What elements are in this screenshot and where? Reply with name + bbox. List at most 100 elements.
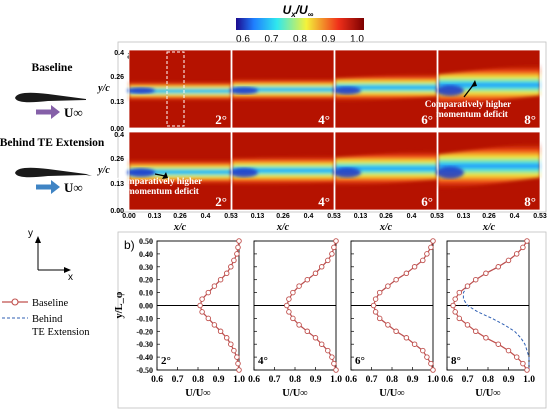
series-baseline-point [524,238,530,244]
profile-ytick-label: 0.20 [139,276,153,285]
series-baseline-point [430,238,436,244]
series-baseline-point [483,335,489,341]
series-baseline-point [403,335,410,341]
annotation-arrow-shaft [154,173,166,177]
profile-xtick-label: 0.7 [462,375,474,385]
contour-cell: 2° [127,131,232,211]
series-baseline-point [428,360,434,367]
series-baseline-point [483,270,489,277]
series-baseline-point [318,341,325,347]
contour-xtick: 0.13 [251,213,265,220]
legend-extension-label-1: Behind [32,314,63,325]
series-baseline-point [456,315,463,322]
contour-border [437,49,541,129]
contour-xlabel: x/c [482,222,496,233]
profile-angle-label: 8° [451,355,461,367]
axis-glyph-y: y [28,228,33,239]
profile-xlabel: U/U∞ [379,388,405,399]
contour-xtick: 0.4 [407,213,417,220]
series-baseline-point [304,328,311,335]
contour-xtick: 0.4 [510,213,520,220]
series-baseline-point [452,309,458,315]
wake-band [438,141,540,191]
profile-xtick-label: 0.8 [289,375,301,385]
colorbar-tick-2: 0.8 [293,34,307,45]
airfoil-shape [15,92,86,103]
wake-core [436,166,464,179]
profile-xtick-label: 1.0 [233,375,245,385]
series-baseline-point [231,257,237,264]
series-baseline-point [290,315,296,322]
series-baseline-point [456,289,463,296]
profile-ytick-label: 0.10 [139,289,153,298]
annotation-arrow-head [162,172,168,179]
series-baseline-point [325,257,331,264]
series-baseline-point [234,251,240,257]
contour-xtick: 0.53 [533,213,547,220]
profile-angle-label: 6° [355,355,365,367]
series-baseline-point [464,283,471,289]
contour-angle-label: 6° [421,112,433,127]
series-baseline-point [284,302,290,309]
series-baseline-point [205,289,212,296]
profile-ytick-label: -0.20 [136,327,153,336]
contour-ylabel: y/c [97,165,110,176]
freestream-arrow-head [51,180,60,194]
profile-panel: 8° 0.6 0.7 0.8 0.9 1.0 U/U∞ [441,238,535,399]
series-baseline-point [385,283,391,289]
contour-xtick: 0.4 [201,213,211,220]
series-baseline-point [236,367,242,373]
series-baseline-point [231,347,237,354]
profile-xtick-label: 0.9 [213,375,225,385]
row-label: Behind TE Extension [0,137,105,149]
contour-angle-label: 8° [524,194,536,209]
profile-xtick-label: 0.8 [386,375,398,385]
contour-xtick: 0.26 [173,213,187,220]
profile-xtick-label: 1.0 [523,375,535,385]
profile-xtick-label: 0.9 [407,375,419,385]
wake-band [129,80,231,102]
series-baseline-point [325,347,331,354]
series-baseline-point [472,276,479,283]
series-baseline-point [333,367,339,373]
contour-border [128,49,232,129]
series-baseline-point [472,328,479,335]
series-baseline-point [331,244,337,251]
panel-b-frame [117,231,547,409]
series-baseline-point [235,244,241,251]
series-baseline-point [286,309,292,315]
series-baseline-point [329,251,335,257]
contour-xlabel: x/c [173,222,187,233]
contour-ytick: 0.4 [114,50,124,57]
series-baseline-point [450,302,456,309]
airfoil-shape [15,167,92,178]
freestream-arrow-head [51,105,60,119]
profile-ytick-label: 0.30 [139,263,153,272]
contour-angle-label: 2° [215,112,227,127]
series-baseline-point [199,309,205,315]
wake-band [232,77,334,102]
series-baseline-point [376,315,383,322]
annotation-line-1: Comparatively higher [116,176,203,186]
series-baseline-point [513,251,520,257]
series-baseline-point [430,367,436,373]
series-baseline-point [424,354,430,360]
colorbar-tick-1: 0.7 [265,34,279,45]
series-baseline-point [296,322,302,328]
series-baseline-point [211,283,218,289]
profile-ytick-label: -0.40 [136,353,153,362]
series-baseline-point [370,302,377,309]
wake-core [333,86,361,95]
profile-xtick-label: 1.0 [427,375,439,385]
contour-angle-label: 4° [318,194,330,209]
sample-window [166,51,185,127]
row-label: Baseline [32,62,73,74]
legend-baseline-label: Baseline [32,298,68,309]
contour-xtick: 0.13 [354,213,368,220]
series-baseline-point [296,283,302,289]
series-baseline-point [234,354,240,360]
profile-xtick-label: 0.7 [366,375,378,385]
series-baseline-point [452,296,458,302]
